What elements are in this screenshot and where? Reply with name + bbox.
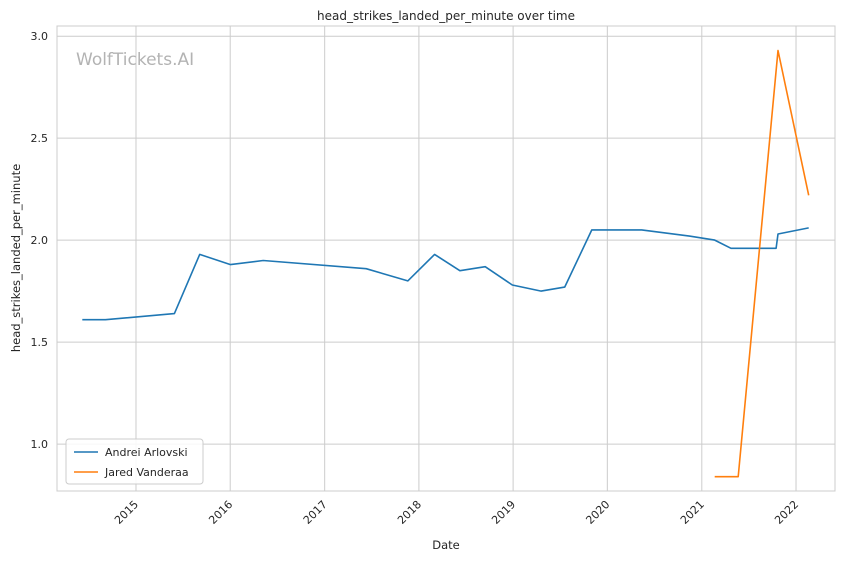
legend-label-jared-vanderaa: Jared Vanderaa <box>104 466 189 479</box>
legend: Andrei Arlovski Jared Vanderaa <box>65 438 204 485</box>
y-axis-ticks: 1.0 1.5 2.0 2.5 3.0 <box>31 30 49 451</box>
series-line-andrei-arlovski <box>82 227 809 321</box>
legend-label-andrei-arlovski: Andrei Arlovski <box>105 446 188 459</box>
y-tick-label: 1.0 <box>31 438 49 451</box>
legend-box <box>65 438 204 485</box>
y-tick-label: 3.0 <box>31 30 49 43</box>
series-line-jared-vanderaa <box>714 49 810 478</box>
x-axis-label: Date <box>432 538 460 552</box>
y-tick-label: 1.5 <box>31 336 49 349</box>
y-tick-label: 2.0 <box>31 234 49 247</box>
y-axis-label: head_strikes_landed_per_minute <box>9 164 23 352</box>
y-tick-label: 2.5 <box>31 132 49 145</box>
watermark-text: WolfTickets.AI <box>76 50 194 70</box>
chart-title: head_strikes_landed_per_minute over time <box>317 9 575 23</box>
plot-area-frame <box>56 25 836 492</box>
series-lines <box>82 49 810 478</box>
